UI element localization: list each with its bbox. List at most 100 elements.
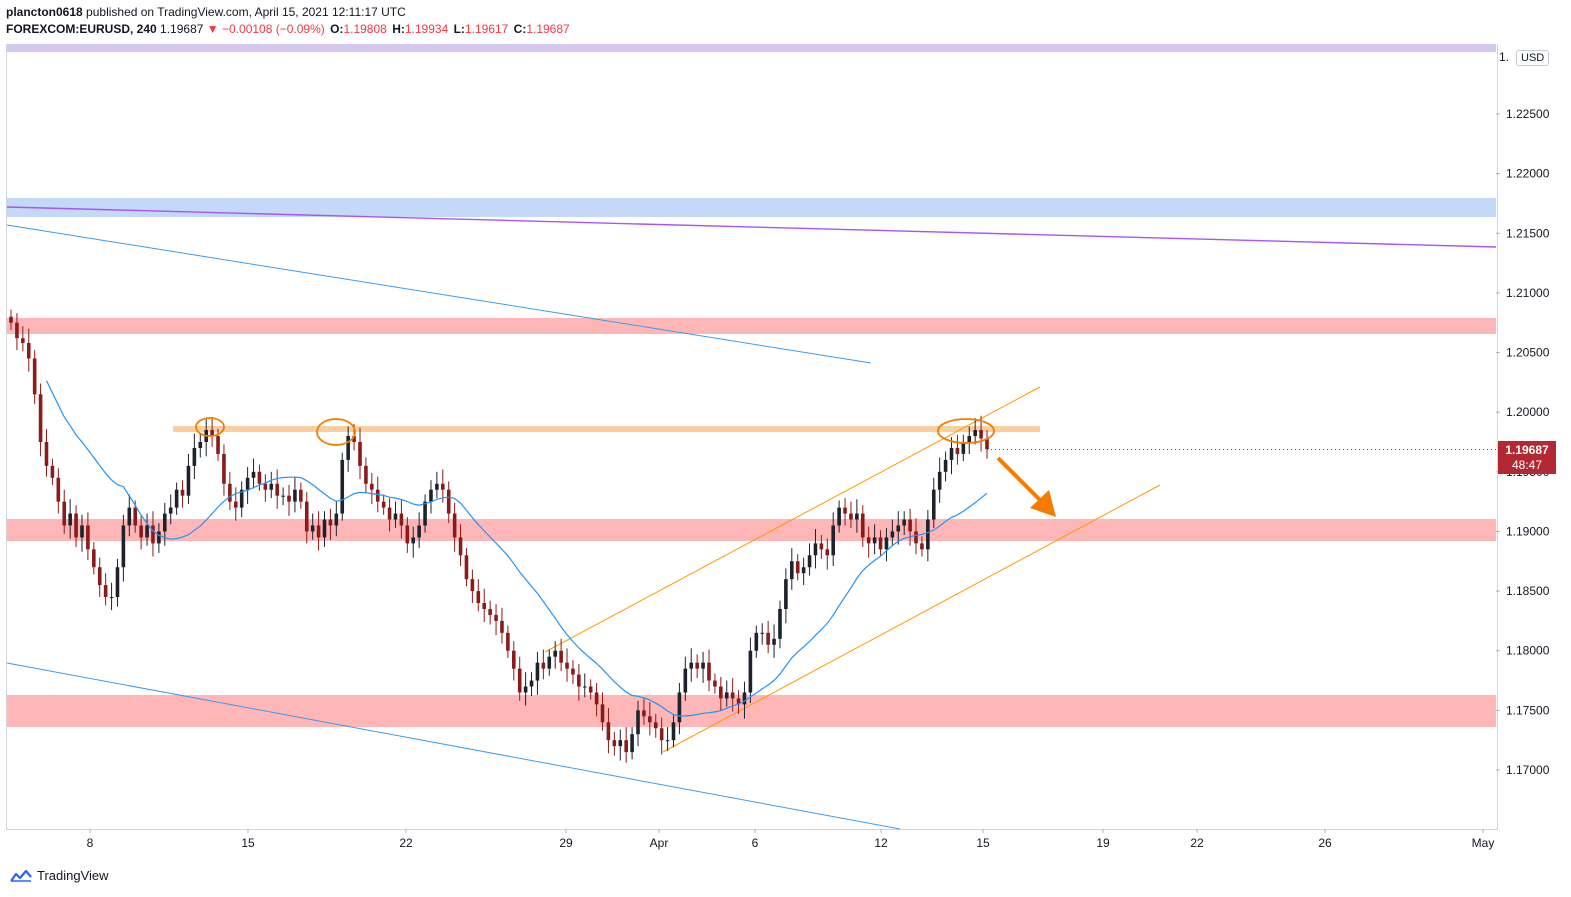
candle: [843, 498, 847, 526]
candle: [340, 452, 345, 521]
candle: [606, 707, 611, 754]
channel-lower-line: [662, 484, 1161, 753]
candle: [470, 569, 475, 604]
candle: [269, 471, 274, 499]
publisher-name[interactable]: plancton0618: [6, 5, 83, 19]
time-tick-label: 29: [559, 836, 573, 850]
candle: [553, 641, 557, 669]
candle: [517, 656, 522, 701]
high-label: H:: [392, 22, 405, 36]
candle: [115, 558, 120, 607]
tradingview-logo-icon: [10, 869, 32, 882]
candle: [74, 505, 78, 547]
open-label: O:: [330, 22, 344, 36]
candle: [299, 482, 303, 509]
candle: [281, 487, 285, 506]
upper-descending-trendline: [6, 224, 872, 364]
price-tick-label: 1.18500: [1506, 584, 1550, 598]
double-top-level: [173, 426, 1040, 432]
footer-brand[interactable]: TradingView: [10, 868, 109, 883]
currency-badge[interactable]: USD: [1516, 50, 1550, 66]
candle: [636, 700, 640, 747]
candle: [724, 680, 729, 707]
candle: [97, 557, 102, 598]
candle: [151, 511, 155, 557]
candle: [961, 434, 966, 462]
candle: [937, 457, 942, 503]
candle: [943, 451, 948, 482]
candle: [653, 713, 658, 738]
candle: [228, 471, 232, 510]
candle: [263, 474, 268, 502]
candle: [772, 624, 776, 658]
purple-trendline: [6, 206, 1497, 248]
symbol-name[interactable]: FOREXCOM:EURUSD, 240: [6, 22, 157, 36]
candle: [713, 673, 717, 694]
candle: [618, 729, 623, 761]
candle: [233, 487, 238, 521]
candle: [819, 535, 824, 559]
time-tick-label: 6: [752, 836, 759, 850]
price-axis[interactable]: 1.22500 1.22000 1.21500 1.21000 1.20500 1.200…: [1496, 107, 1550, 777]
tradingview-brand: TradingView: [37, 868, 109, 883]
time-axis[interactable]: 8 15 22 29 Apr 6 12 15 19 22 26 May: [87, 829, 1495, 850]
price-change: −0.00108 (−0.09%): [222, 22, 325, 36]
last-price-tag: 1.19687 48:47: [1498, 441, 1556, 474]
candle: [174, 482, 179, 515]
candle: [624, 727, 628, 763]
candle: [334, 500, 339, 537]
candle: [872, 524, 877, 555]
price-tick-label: 1.19000: [1506, 524, 1550, 538]
candle: [482, 588, 487, 623]
candle: [121, 514, 126, 582]
time-tick-label: 19: [1096, 836, 1110, 850]
candle: [884, 527, 889, 562]
candle: [364, 457, 368, 494]
candle: [92, 542, 96, 575]
price-tick-label: 1.18000: [1506, 644, 1550, 658]
candle: [399, 499, 404, 539]
candle: [784, 568, 788, 624]
candle: [204, 419, 208, 457]
top-marker-1: [195, 417, 225, 437]
top-marker-3: [937, 418, 995, 444]
candle: [695, 654, 699, 679]
candle: [565, 648, 569, 682]
top-range-band: [7, 44, 1496, 52]
candle: [582, 673, 587, 698]
candle: [157, 523, 161, 553]
candle: [831, 512, 836, 567]
last-price-value: 1.19687: [160, 22, 204, 36]
blue-resistance-zone: [7, 198, 1496, 217]
time-tick-label: Apr: [650, 836, 669, 850]
candle: [689, 648, 694, 682]
candle: [458, 524, 463, 567]
candle: [825, 538, 830, 570]
candle: [162, 502, 167, 546]
time-tick-label: 15: [241, 836, 255, 850]
candle: [500, 607, 504, 644]
candle: [417, 512, 421, 549]
candle: [523, 672, 528, 706]
candle: [701, 651, 705, 683]
candle: [109, 582, 114, 611]
time-tick-label: 8: [87, 836, 94, 850]
candle: [387, 498, 392, 532]
candle: [778, 600, 782, 649]
candle: [38, 383, 43, 457]
candle: [446, 481, 451, 524]
last-price-label: 1.19687: [1505, 443, 1549, 457]
candle: [405, 517, 410, 553]
chart-pane[interactable]: [6, 44, 1498, 830]
candle: [127, 494, 132, 537]
moving-average-line: [45, 380, 988, 717]
candle: [62, 489, 67, 534]
candle: [896, 511, 901, 545]
candle: [50, 458, 55, 485]
price-tick-label: 1.21500: [1506, 226, 1550, 240]
candle: [32, 350, 37, 404]
candle: [452, 502, 457, 552]
candle: [198, 433, 203, 458]
candle: [677, 682, 682, 735]
